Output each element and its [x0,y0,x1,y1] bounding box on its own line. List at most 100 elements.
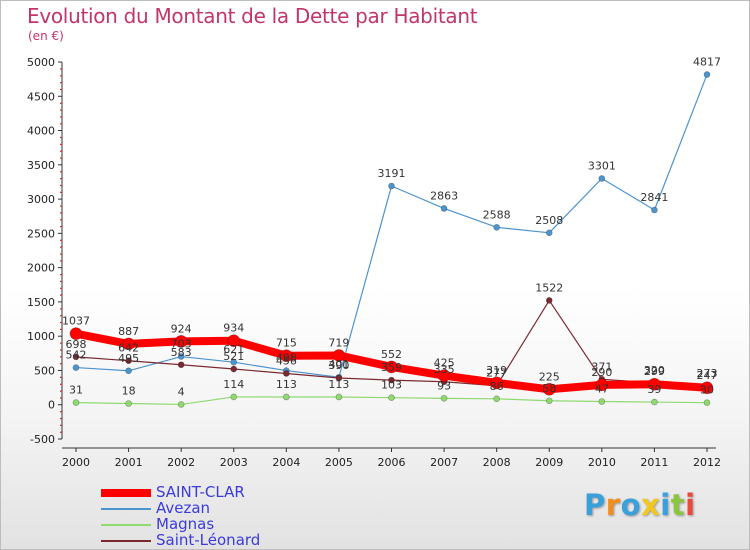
data-point [230,358,238,366]
x-tick-label: 2010 [588,456,616,469]
data-point [545,229,553,237]
y-minor-tick [60,150,62,152]
y-minor-tick [60,253,62,255]
x-tick-label: 2005 [325,456,353,469]
data-point [69,327,83,340]
x-tick-label: 2001 [115,456,143,469]
y-minor-tick [60,184,62,187]
data-point [595,378,609,392]
data-point [703,71,711,78]
chart-subtitle: (en €) [28,29,64,43]
legend-swatch-saint-clar [101,489,151,497]
data-label: 495 [118,352,139,365]
data-label: 273 [697,367,718,380]
y-minor-tick [60,75,62,77]
y-minor-tick [60,102,62,104]
y-minor-tick [60,171,62,173]
data-point [493,395,500,403]
data-label: 371 [591,360,612,373]
y-minor-tick [60,390,62,392]
data-label: 47 [595,383,609,396]
proxiti-logo: Proxiti [584,488,696,522]
y-minor-tick [60,342,62,344]
data-label: 93 [437,379,451,392]
data-label: 3301 [588,159,616,172]
data-label: 103 [381,379,402,392]
data-label: 583 [171,346,192,359]
data-point [545,297,553,304]
y-minor-tick [60,82,62,84]
data-point [125,367,132,375]
y-minor-tick [60,136,62,139]
x-tick-label: 2003 [220,456,248,469]
x-tick-label: 2000 [62,456,90,469]
data-label: 4817 [693,56,721,69]
data-label: 1522 [535,281,563,294]
y-minor-tick [60,239,62,241]
data-label: 498 [276,352,297,365]
data-label: 401 [328,358,349,371]
data-point [490,376,503,390]
data-point [388,182,395,190]
data-label: 456 [276,354,297,367]
x-tick-label: 2002 [167,456,195,469]
y-minor-tick [60,397,62,399]
data-label: 2588 [483,208,511,221]
data-point [542,383,556,396]
data-point [440,205,448,212]
data-label: 542 [66,349,87,362]
legend-swatch-magnas [101,524,151,526]
data-label: 2508 [535,214,563,227]
data-point [598,398,606,405]
data-point [230,393,238,401]
data-label: 225 [539,370,560,383]
data-point [335,393,343,401]
data-point [125,357,132,365]
y-minor-tick [60,424,62,426]
data-label: 31 [69,384,83,397]
y-minor-tick [60,321,62,324]
data-label: 3191 [378,167,406,180]
data-point [177,401,185,408]
y-minor-tick [60,116,62,118]
logo-letter: r [605,488,621,522]
data-label: 39 [647,383,661,396]
data-label: 290 [591,366,612,379]
logo-letter: i [660,488,671,522]
y-tick-label: 5000 [27,56,55,69]
data-label: 934 [223,322,244,335]
data-point [651,398,658,406]
y-tick-label: 1500 [27,296,55,309]
data-label: 521 [223,350,244,363]
y-minor-tick [60,356,62,358]
y-minor-tick [60,376,62,379]
data-point [388,376,395,384]
legend-label-magnas: Magnas [156,515,215,533]
y-minor-tick [60,157,62,159]
data-label: 299 [644,365,665,378]
x-tick-label: 2009 [535,456,563,469]
data-label: 390 [328,359,349,372]
y-minor-tick [60,411,62,413]
data-point [598,175,606,182]
y-tick-label: 3000 [27,193,55,206]
y-tick-label: 1000 [27,330,55,343]
data-label: 924 [171,322,192,335]
legend-swatch-avezan [101,508,151,510]
y-tick-label: 3500 [27,159,55,172]
y-tick-label: 4500 [27,90,55,103]
y-minor-tick [60,294,62,296]
y-minor-tick [60,205,62,207]
data-label: 2841 [640,191,668,204]
data-point [437,369,451,382]
data-label: 277 [486,367,507,380]
data-point [227,334,241,348]
x-tick-label: 2011 [640,456,668,469]
logo-letter: t [670,488,686,522]
y-minor-tick [60,363,62,365]
data-label: 319 [486,364,507,377]
x-tick-label: 2012 [693,456,721,469]
data-point [125,400,132,407]
y-minor-tick [60,308,62,310]
